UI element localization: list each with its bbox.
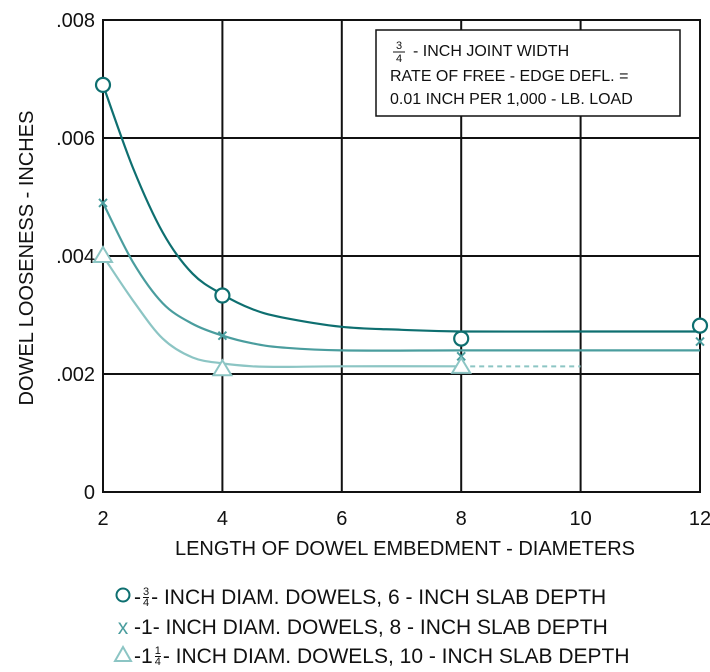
legend-frac-den: 4 bbox=[143, 597, 150, 610]
annotation-line-3: 0.01 INCH PER 1,000 - LB. LOAD bbox=[390, 91, 633, 108]
x-tick-label: 6 bbox=[336, 508, 347, 530]
x-tick-label: 4 bbox=[217, 508, 228, 530]
circle-marker-icon bbox=[112, 583, 134, 613]
y-tick-label: .002 bbox=[56, 364, 95, 386]
x-axis-title: LENGTH OF DOWEL EMBEDMENT - DIAMETERS bbox=[175, 538, 635, 560]
y-tick-label: .006 bbox=[56, 128, 95, 150]
data-point-x bbox=[695, 336, 705, 347]
chart: 2 4 6 8 10 12 0 .002 .004 .006 .008 DOWEL LOOSENES… bbox=[16, 10, 710, 560]
legend-frac-den: 4 bbox=[154, 656, 161, 669]
x-tick-label: 2 bbox=[97, 508, 108, 530]
legend-prefix: - bbox=[134, 586, 141, 609]
series-layer bbox=[92, 76, 709, 377]
data-point-x bbox=[98, 198, 108, 208]
series-line-circle bbox=[101, 84, 700, 333]
legend-item-circle: - 3 4 - INCH DIAM. DOWELS, 6 - INCH SLAB… bbox=[112, 583, 630, 613]
data-point-triangle bbox=[92, 245, 114, 263]
x-tick-label: 10 bbox=[569, 508, 591, 530]
legend-fraction: 1 4 bbox=[154, 645, 161, 669]
y-tick-label: 0 bbox=[84, 482, 95, 504]
annotation-line-2: RATE OF FREE - EDGE DEFL. = bbox=[390, 68, 628, 85]
legend-prefix: - bbox=[134, 615, 141, 639]
legend-item-x: x - 1 - INCH DIAM. DOWELS, 8 - INCH SLAB… bbox=[112, 613, 630, 643]
legend-fraction: 3 4 bbox=[143, 586, 150, 610]
tick-labels: 2 4 6 8 10 12 0 .002 .004 .006 .008 bbox=[56, 10, 710, 530]
data-point-x bbox=[217, 330, 228, 341]
data-point-triangle bbox=[450, 355, 472, 374]
triangle-marker-icon bbox=[112, 642, 134, 672]
data-point-circle bbox=[214, 287, 231, 304]
legend-whole: 1 bbox=[141, 645, 153, 668]
annotation-box: 3 4 - INCH JOINT WIDTH RATE OF FREE - ED… bbox=[375, 29, 681, 117]
y-tick-label: .008 bbox=[56, 10, 95, 32]
legend-prefix: - bbox=[134, 645, 141, 668]
annotation-line-1: - INCH JOINT WIDTH bbox=[413, 43, 569, 60]
legend-item-triangle: - 1 1 4 - INCH DIAM. DOWELS, 10 - INCH S… bbox=[112, 642, 630, 672]
x-marker-icon: x bbox=[117, 615, 129, 639]
x-tick-label: 12 bbox=[689, 508, 710, 530]
annotation-fraction-num: 3 bbox=[396, 40, 402, 52]
data-point-circle bbox=[453, 330, 470, 347]
data-point-circle bbox=[94, 76, 112, 94]
annotation-fraction-den: 4 bbox=[396, 53, 402, 65]
y-axis-title: DOWEL LOOSENESS - INCHES bbox=[16, 111, 38, 406]
data-point-circle bbox=[691, 317, 709, 334]
legend-frac-num: 1 bbox=[154, 645, 161, 658]
legend-text: - INCH DIAM. DOWELS, 10 - INCH SLAB DEPT… bbox=[162, 645, 630, 668]
legend-whole: 1 bbox=[141, 615, 153, 639]
legend-text: - INCH DIAM. DOWELS, 6 - INCH SLAB DEPTH bbox=[151, 586, 607, 609]
data-point-triangle bbox=[211, 358, 234, 377]
x-tick-label: 8 bbox=[456, 508, 467, 530]
y-tick-label: .004 bbox=[56, 246, 95, 268]
legend-frac-num: 3 bbox=[143, 586, 150, 599]
legend-text: - INCH DIAM. DOWELS, 8 - INCH SLAB DEPTH bbox=[152, 615, 608, 639]
series-line-x bbox=[102, 202, 700, 352]
legend: - 3 4 - INCH DIAM. DOWELS, 6 - INCH SLAB… bbox=[112, 583, 630, 672]
